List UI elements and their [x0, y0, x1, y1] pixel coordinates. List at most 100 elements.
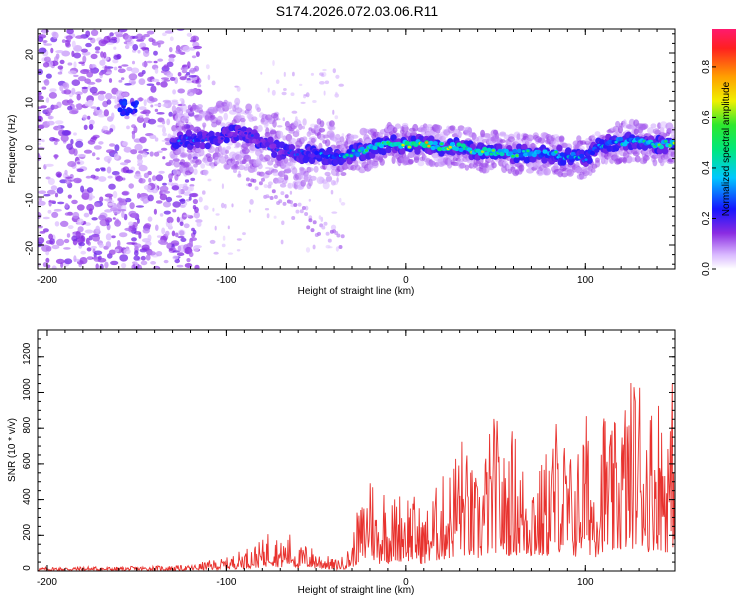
spectrogram-noise-cell: [77, 153, 86, 158]
spectrogram-noise-cell: [80, 185, 85, 193]
spectrogram-ridge-cell: [267, 184, 272, 189]
spectrogram-noise-cell: [38, 142, 42, 146]
spectrogram-noise-cell: [207, 74, 211, 81]
spectrogram-noise-cell: [169, 47, 173, 53]
spectrogram-ridge-peak: [407, 145, 411, 149]
spectrogram-ridge-cell: [309, 153, 316, 158]
spectrogram-ridge-cell: [245, 103, 253, 112]
spectrogram-ridge-cell: [615, 120, 621, 128]
spectrogram-noise-cell: [177, 72, 182, 77]
spectrogram-ridge-cell: [317, 231, 321, 236]
spectrogram-noise-cell: [124, 83, 132, 86]
spectrogram-noise-cell: [171, 230, 176, 237]
spectrogram-noise-cell: [83, 124, 88, 130]
spectrogram-ridge-cell: [313, 165, 319, 173]
spectrogram-noise-cell: [131, 132, 136, 140]
spectrogram-noise-cell: [45, 250, 50, 256]
spectrogram-noise-cell: [73, 61, 77, 69]
spectrogram-noise-cell: [154, 137, 159, 142]
spectrogram-noise-cell: [76, 168, 84, 173]
spectrogram-ridge-cell: [516, 143, 523, 151]
spectrogram-noise-cell: [91, 136, 98, 140]
spectrogram-ridge-cell: [574, 167, 583, 173]
spectrogram-noise-cell: [51, 211, 59, 218]
spectrogram-noise-cell: [79, 257, 88, 265]
spectrogram-ridge-cell: [298, 123, 303, 131]
spectrogram-noise-cell: [267, 87, 270, 93]
spectrogram-noise-cell: [90, 174, 96, 179]
spectrogram-noise-cell: [42, 262, 48, 268]
spectrogram-noise-cell: [86, 203, 95, 212]
spectrogram-noise-cell: [65, 176, 73, 179]
spectrogram-noise-cell: [87, 241, 91, 246]
spectrogram-noise-cell: [185, 80, 193, 84]
spectrogram-noise-cell: [180, 67, 185, 71]
spectrogram-noise-cell: [203, 205, 209, 211]
spectrogram-ridge-cell: [202, 122, 207, 128]
spectrogram-ridge-cell: [430, 145, 436, 151]
spectrogram-noise-cell: [51, 265, 57, 269]
spectrogram-ridge-cell: [523, 152, 529, 157]
spectrogram-noise-cell: [161, 77, 169, 80]
spectrogram-ridge-cell: [181, 116, 190, 123]
snr-y-tick-label: 800: [22, 416, 33, 433]
spectrogram-noise-cell: [281, 220, 285, 226]
spectrogram-ridge-peak: [614, 140, 618, 144]
spectrogram-ridge-cell: [195, 159, 202, 165]
spectrogram-ridge-cell: [278, 199, 283, 204]
spectrogram-noise-cell: [111, 112, 115, 120]
spectrogram-noise-cell: [163, 210, 171, 215]
spectrogram-noise-cell: [137, 72, 144, 77]
spectrogram-ridge-peak: [427, 144, 431, 148]
spectrogram-noise-cell: [76, 204, 85, 211]
spectrogram-noise-cell: [57, 65, 64, 70]
spectrogram-noise-cell: [147, 234, 152, 241]
spectrogram-ridge-cell: [177, 146, 185, 155]
colorbar-label: Normalized spectral amplitude: [721, 81, 732, 216]
spectrogram-noise-cell: [188, 196, 192, 201]
spectrogram-noise-cell: [39, 231, 46, 234]
spectrogram-noise-cell: [150, 97, 158, 103]
spectrogram-ridge-cell: [449, 142, 456, 147]
spectrogram-ridge-cell: [634, 155, 641, 163]
spectrogram-noise-cell: [154, 108, 159, 112]
spectrogram-noise-cell: [319, 81, 325, 85]
spectrogram-noise-cell: [162, 132, 168, 137]
spectrogram-noise-cell: [162, 103, 169, 108]
spectrogram-noise-cell: [95, 78, 102, 83]
spectrogram-noise-cell: [66, 233, 71, 238]
spectrogram-noise-cell: [197, 84, 202, 88]
spectrogram-noise-cell: [143, 33, 150, 38]
spectrogram-noise-cell: [95, 225, 101, 233]
spectrogram-ridge-cell: [560, 159, 567, 166]
spectrogram-noise-cell: [194, 264, 200, 269]
spectrogram-noise-cell: [38, 138, 43, 142]
spectrogram-ridge-cell: [670, 130, 675, 137]
spectrogram-ridge-cell: [284, 194, 289, 199]
snr-y-tick-label: 1000: [22, 378, 33, 401]
spectrogram-ridge-cell: [271, 151, 278, 159]
spectrogram-noise-cell: [73, 255, 77, 263]
spectrogram-ridge-cell: [516, 148, 522, 154]
spectrogram-ridge-cell: [269, 196, 274, 200]
spectrogram-ridge-peak: [522, 150, 526, 153]
spectrogram-noise-cell: [312, 100, 317, 103]
spectrogram-noise-cell: [60, 134, 69, 142]
spectrogram-ridge-peak: [349, 154, 353, 157]
spectrogram-noise-cell: [168, 178, 173, 183]
spectrogram-noise-cell: [177, 88, 185, 94]
spectrogram-y-tick-label: 10: [25, 97, 36, 109]
spectrogram-ridge-cell: [180, 152, 188, 158]
spectrogram-noise-cell: [104, 217, 113, 223]
spectrogram-noise-cell: [193, 211, 200, 219]
spectrogram-ridge-cell: [284, 120, 290, 128]
spectrogram-ridge-cell: [559, 152, 565, 157]
spectrogram-noise-cell: [112, 59, 119, 64]
spectrogram-noise-cell: [335, 74, 340, 79]
spectrogram-noise-cell: [193, 80, 196, 83]
spectrogram-ridge-cell: [579, 153, 585, 159]
spectrogram-ridge-cell: [235, 142, 242, 148]
spectrogram-noise-cell: [140, 47, 149, 50]
spectrogram-noise-cell: [105, 241, 112, 248]
